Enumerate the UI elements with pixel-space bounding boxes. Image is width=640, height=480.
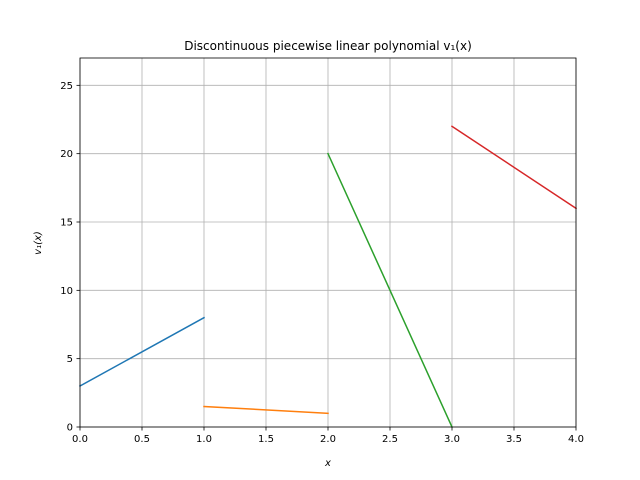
x-tick-label: 1.0 xyxy=(196,434,212,445)
series-line-1 xyxy=(78,316,206,388)
y-tick-label: 0 xyxy=(67,423,73,434)
chart-title: Discontinuous piecewise linear polynomia… xyxy=(184,39,472,53)
y-tick-label: 10 xyxy=(60,286,73,297)
y-tick-label: 5 xyxy=(67,354,73,365)
series-line-3 xyxy=(327,152,453,428)
x-tick-label: 2.0 xyxy=(320,434,336,445)
x-tick-label: 3.5 xyxy=(506,434,522,445)
series-group xyxy=(78,125,578,428)
x-axis-label: x xyxy=(324,458,331,469)
y-tick-label: 20 xyxy=(60,149,73,160)
x-tick-label: 2.5 xyxy=(382,434,398,445)
y-tick-label: 25 xyxy=(60,81,73,92)
x-tick-label: 0.0 xyxy=(72,434,88,445)
y-tick-label: 15 xyxy=(60,218,73,229)
y-axis-label: v₁(x) xyxy=(33,231,44,255)
x-tick-label: 0.5 xyxy=(134,434,150,445)
x-tick-label: 1.5 xyxy=(258,434,274,445)
series-line-2 xyxy=(203,405,329,415)
x-tick-label: 4.0 xyxy=(568,434,584,445)
y-ticks: 0 5 10 15 20 25 xyxy=(60,81,80,434)
x-tick-label: 3.0 xyxy=(444,434,460,445)
x-ticks: 0.0 0.5 1.0 1.5 2.0 2.5 3.0 3.5 4.0 xyxy=(72,427,584,445)
series-line-4 xyxy=(450,125,578,210)
